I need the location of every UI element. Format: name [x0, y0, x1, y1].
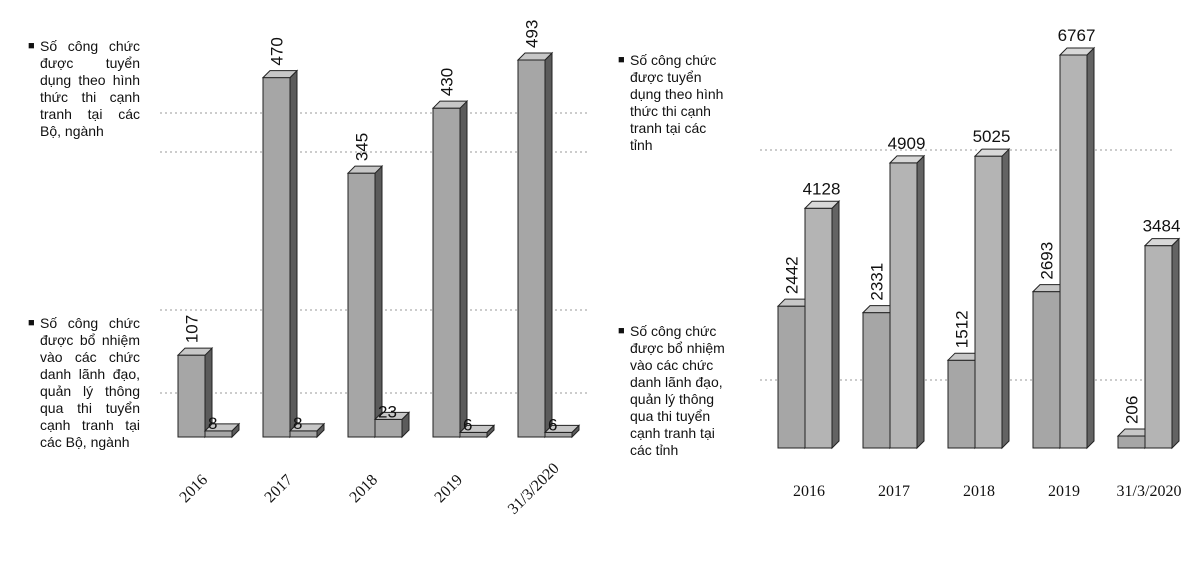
data-label: 2331	[868, 263, 887, 301]
x-tick-label: 2018	[963, 483, 995, 500]
data-label: 470	[268, 37, 287, 65]
data-label: 107	[183, 315, 202, 343]
bar	[516, 51, 554, 439]
legend-item: ■ Số công chức được tuyển dụng theo hình …	[618, 52, 726, 154]
bar	[261, 69, 299, 439]
bar-top	[203, 423, 241, 432]
bar	[458, 424, 496, 439]
data-label: 493	[523, 20, 542, 48]
bar-front	[517, 59, 546, 438]
x-tick-label: 2017	[878, 483, 910, 500]
bar	[973, 147, 1011, 450]
bar-front	[777, 305, 806, 449]
bar	[1143, 237, 1181, 450]
x-tick-label: 2019	[1048, 483, 1080, 500]
bar-side	[544, 51, 553, 439]
bar	[288, 422, 326, 439]
bar	[803, 200, 841, 450]
bar-top	[1058, 47, 1096, 56]
bar-side	[916, 154, 925, 450]
data-label: 206	[1123, 396, 1142, 424]
legend-label: Số công chức được tuyển dụng theo hình t…	[40, 38, 140, 139]
bar	[1058, 46, 1096, 450]
data-label: 3484	[1143, 217, 1181, 236]
data-label: 8	[208, 414, 217, 433]
bar-side	[459, 99, 468, 439]
bar	[888, 154, 926, 450]
bar-top	[373, 411, 411, 420]
bar	[203, 422, 241, 439]
data-label: 345	[353, 133, 372, 161]
bar-side	[1001, 147, 1010, 450]
bar	[346, 164, 384, 439]
bar-front	[262, 77, 291, 438]
data-label: 4909	[888, 134, 926, 153]
bar-front	[862, 312, 891, 449]
legend-label: Số công chức được bổ nhiệm vào các chức …	[40, 315, 140, 450]
bar-front	[1144, 245, 1173, 449]
data-label: 6	[463, 415, 472, 434]
bar-side	[289, 69, 298, 439]
data-label: 1512	[953, 310, 972, 348]
data-label: 8	[293, 414, 302, 433]
bar-side	[831, 200, 840, 450]
bar-front	[889, 162, 918, 449]
x-tick-label: 2018	[346, 471, 381, 506]
data-label: 2442	[783, 256, 802, 294]
data-label: 5025	[973, 127, 1011, 146]
bar	[431, 99, 469, 439]
bar-front	[1059, 54, 1088, 449]
legend-item: ■ Số công chức được tuyển dụng theo hình …	[28, 38, 140, 139]
bar-top	[543, 424, 581, 433]
legend-label: Số công chức được bổ nhiệm vào các chức …	[630, 323, 725, 458]
bar-top	[516, 52, 554, 61]
bar-front	[1117, 435, 1146, 449]
bar	[373, 411, 411, 439]
data-label: 23	[378, 402, 397, 421]
bar-front	[374, 418, 403, 438]
x-tick-label: 31/3/2020	[1117, 483, 1182, 500]
bar-top	[1143, 238, 1181, 247]
bar	[176, 346, 214, 439]
bar-top	[431, 100, 469, 109]
bar-top	[888, 155, 926, 164]
bar-front	[974, 155, 1003, 449]
bar-side	[1086, 46, 1095, 450]
bar-front	[347, 172, 376, 438]
legend-item: ■ Số công chức được bổ nhiệm vào các chức…	[28, 315, 140, 450]
bar-top	[176, 347, 214, 356]
bar-top	[803, 200, 841, 209]
x-tick-label: 31/3/2020	[505, 460, 563, 518]
legend-item: ■ Số công chức được bổ nhiệm vào các chức…	[618, 323, 725, 458]
data-label: 6767	[1058, 26, 1096, 45]
data-label: 2693	[1038, 242, 1057, 280]
bar-front	[1032, 291, 1061, 449]
data-label: 430	[438, 68, 457, 96]
bar-side	[374, 164, 383, 439]
x-tick-label: 2017	[261, 471, 296, 506]
x-tick-label: 2019	[431, 471, 466, 506]
data-label: 6	[548, 415, 557, 434]
bar-top	[973, 148, 1011, 157]
bar-front	[177, 354, 206, 438]
bar-front	[947, 359, 976, 449]
bar-front	[804, 207, 833, 449]
bar-top	[346, 165, 384, 174]
x-tick-label: 2016	[793, 483, 825, 500]
bar-top	[458, 424, 496, 433]
bar-front	[432, 107, 461, 438]
x-tick-label: 2016	[176, 471, 211, 506]
bar-side	[1171, 237, 1180, 450]
bar-top	[288, 423, 326, 432]
bar	[543, 424, 581, 439]
legend-label: Số công chức được tuyển dụng theo hình t…	[630, 52, 724, 153]
data-label: 4128	[803, 179, 841, 198]
bar-top	[261, 70, 299, 79]
